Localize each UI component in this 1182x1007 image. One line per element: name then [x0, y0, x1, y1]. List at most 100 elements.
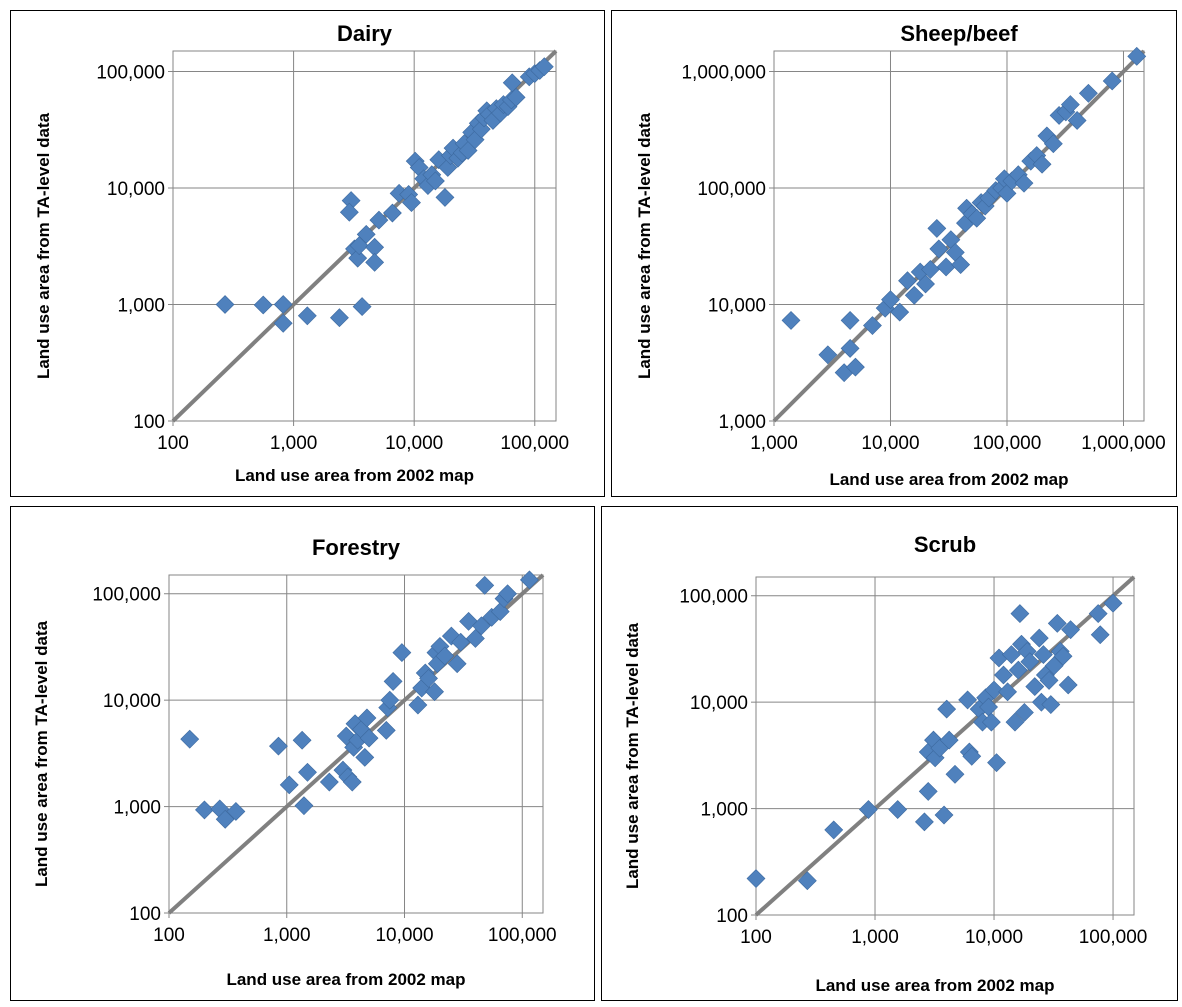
- data-point: [297, 306, 317, 326]
- data-point: [994, 665, 1013, 685]
- data-point: [890, 302, 910, 322]
- x-tick-label: 100,000: [488, 925, 557, 946]
- data-point: [348, 248, 368, 268]
- data-point: [475, 575, 495, 595]
- data-point: [981, 712, 1001, 732]
- y-tick-label: 1,000: [700, 800, 748, 821]
- plot-area-frame: [755, 576, 1135, 916]
- data-point: [1088, 604, 1108, 623]
- data-point: [408, 695, 428, 715]
- data-point: [1043, 134, 1063, 154]
- data-point: [519, 570, 539, 590]
- data-point: [920, 260, 940, 279]
- data-point: [1102, 71, 1122, 91]
- data-point: [392, 643, 412, 662]
- data-point: [914, 812, 934, 832]
- x-tick-label: 1,000: [270, 433, 318, 454]
- data-point: [506, 87, 526, 107]
- x-tick-label: 100,000: [500, 433, 569, 454]
- data-point: [918, 781, 938, 801]
- data-point: [1053, 646, 1073, 666]
- data-point: [273, 313, 293, 333]
- data-point: [987, 753, 1006, 773]
- data-point: [292, 730, 312, 750]
- data-point: [355, 747, 375, 767]
- x-axis-label: Land use area from 2002 map: [829, 470, 1068, 489]
- data-point: [1061, 620, 1081, 640]
- data-point: [447, 654, 467, 674]
- x-tick-label: 10,000: [965, 927, 1023, 948]
- y-tick-label: 10,000: [107, 179, 165, 200]
- data-point: [1067, 111, 1087, 130]
- data-point: [939, 730, 959, 750]
- data-point: [1020, 652, 1040, 672]
- data-point: [273, 295, 293, 314]
- data-point: [435, 188, 455, 207]
- x-tick-label: 10,000: [375, 925, 433, 946]
- x-tick-label: 100: [153, 925, 185, 946]
- y-tick-label: 100: [716, 906, 748, 927]
- data-point: [180, 729, 200, 749]
- x-tick-label: 10,000: [385, 433, 443, 454]
- y-tick-label: 1,000: [117, 296, 165, 317]
- y-axis-label: Land use area from TA-level data: [32, 620, 51, 887]
- data-point: [382, 203, 402, 223]
- dairy-chart: 100 1,000 10,000 100,000 100 1,000 10,000 100,0…: [34, 21, 569, 485]
- data-point: [425, 682, 444, 702]
- data-point: [945, 764, 965, 784]
- data-point: [746, 869, 766, 888]
- data-point: [840, 311, 860, 330]
- data-point: [498, 584, 517, 604]
- plot-area-frame: [773, 50, 1145, 422]
- data-point: [1127, 46, 1147, 66]
- data-point: [951, 255, 971, 275]
- data-point: [1060, 95, 1080, 115]
- data-point: [840, 338, 860, 358]
- data-point: [319, 772, 339, 792]
- data-point: [1078, 83, 1098, 103]
- data-point: [380, 690, 400, 710]
- data-point: [1014, 703, 1034, 722]
- y-tick-label: 100: [133, 412, 165, 433]
- data-point: [1090, 625, 1110, 645]
- x-axis-label: Land use area from 2002 map: [226, 970, 465, 989]
- data-point: [294, 796, 314, 816]
- scrub-chart-panel: 100 1,000 10,000 100,000 100 1,000 10,000 100,0…: [601, 506, 1178, 1001]
- data-point: [195, 800, 214, 820]
- data-point: [888, 800, 908, 819]
- data-point: [383, 671, 403, 691]
- data-point: [858, 800, 878, 819]
- data-point: [451, 632, 471, 652]
- data-point: [1033, 645, 1053, 664]
- data-point: [1001, 645, 1021, 664]
- forestry-chart-panel: 100 1,000 10,000 100,000 100 1,000 10,000 100,0…: [10, 506, 595, 1001]
- data-point: [357, 708, 377, 728]
- chart-title: Sheep/beef: [900, 21, 1018, 46]
- data-point: [929, 239, 949, 259]
- x-tick-label: 1,000: [851, 927, 899, 948]
- data-point: [984, 680, 1004, 700]
- plot-area-frame: [168, 574, 544, 914]
- y-tick-label: 100: [129, 904, 161, 925]
- data-point: [1014, 173, 1034, 193]
- data-point: [215, 295, 235, 314]
- data-point: [376, 720, 396, 740]
- data-point: [279, 775, 299, 795]
- x-tick-label: 1,000: [750, 433, 798, 454]
- data-point: [781, 311, 801, 330]
- data-point: [215, 809, 235, 829]
- dairy-chart-panel: 100 1,000 10,000 100,000 100 1,000 10,000 100,0…: [10, 10, 605, 497]
- y-axis-label: Land use area from TA-level data: [635, 112, 654, 379]
- reference-line-y-equals-x: [772, 49, 1146, 423]
- data-point: [1010, 604, 1030, 623]
- data-point: [967, 208, 987, 228]
- y-tick-label: 10,000: [103, 691, 161, 712]
- data-point: [269, 736, 288, 756]
- data-point: [472, 616, 491, 636]
- data-point: [425, 171, 445, 191]
- data-point: [898, 271, 917, 291]
- data-point: [881, 290, 900, 310]
- data-point: [863, 316, 882, 335]
- x-tick-label: 100: [157, 433, 189, 454]
- data-point: [1032, 154, 1052, 174]
